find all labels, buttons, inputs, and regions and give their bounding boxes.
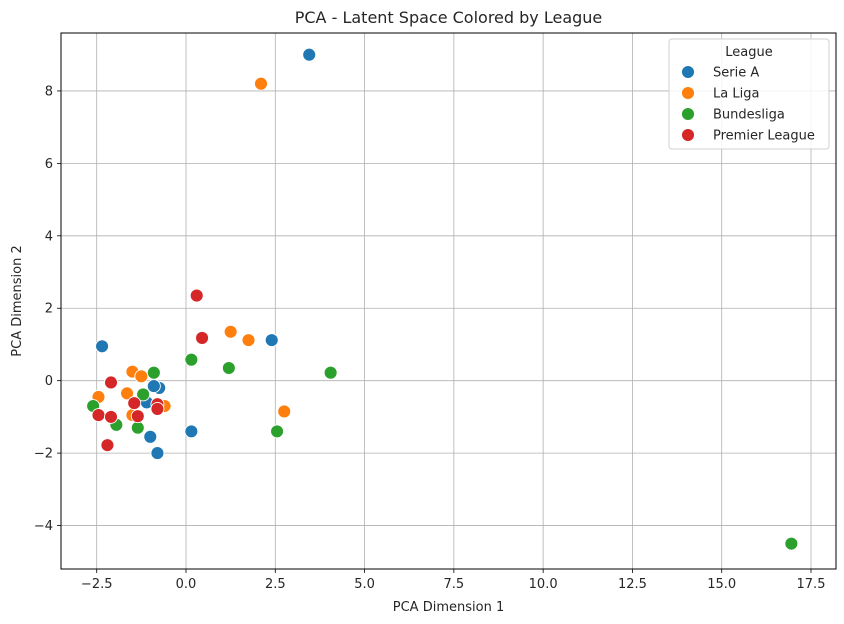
legend-box: [668, 38, 830, 150]
legend-marker-premier-league: [681, 128, 695, 142]
point-bundesliga: [784, 536, 799, 551]
point-bundesliga: [146, 365, 161, 380]
point-la-liga: [254, 76, 268, 91]
legend-marker-la-liga: [681, 86, 695, 100]
plot-frame: [60, 32, 837, 570]
legend-label-serie-a: Serie A: [713, 66, 759, 81]
point-la-liga: [223, 324, 238, 339]
point-bundesliga: [130, 420, 145, 435]
x-tick-label: 0.0: [176, 577, 197, 592]
legend-title: League: [725, 45, 772, 60]
point-premier-league: [189, 288, 204, 303]
point-bundesliga: [323, 365, 338, 380]
point-la-liga: [277, 404, 292, 419]
point-premier-league: [91, 408, 106, 423]
point-premier-league: [127, 396, 142, 411]
x-tick-label: 5.0: [354, 577, 375, 592]
legend-label-premier-league: Premier League: [713, 129, 815, 144]
point-premier-league: [130, 409, 145, 424]
x-tick-label: 2.5: [265, 577, 286, 592]
point-bundesliga: [270, 424, 285, 439]
point-bundesliga: [221, 361, 236, 375]
y-axis-label: PCA Dimension 2: [10, 245, 25, 356]
point-premier-league: [195, 330, 210, 345]
x-axis-label: PCA Dimension 1: [393, 600, 504, 615]
point-serie-a: [184, 424, 199, 439]
chart-title: PCA - Latent Space Colored by League: [295, 8, 603, 27]
point-bundesliga: [184, 352, 199, 367]
point-serie-a: [150, 446, 165, 461]
y-tick-label: 8: [45, 84, 53, 99]
x-tick-label: 10.0: [529, 577, 558, 592]
data-points: [86, 47, 799, 551]
y-tick-label: 4: [45, 229, 53, 244]
x-tick-label: −2.5: [81, 577, 113, 592]
point-serie-a: [146, 379, 161, 394]
point-la-liga: [134, 369, 149, 384]
legend-marker-serie-a: [681, 65, 695, 79]
point-premier-league: [104, 409, 118, 424]
legend: League Serie A La Liga Bundesliga Premier Le…: [668, 38, 830, 150]
point-serie-a: [302, 47, 317, 62]
legend-label-bundesliga: Bundesliga: [713, 108, 785, 123]
y-tick-label: 6: [45, 157, 53, 172]
point-serie-a: [143, 429, 158, 444]
point-la-liga: [241, 333, 256, 348]
point-serie-a: [264, 333, 279, 348]
legend-marker-bundesliga: [681, 107, 695, 121]
point-la-liga: [120, 386, 135, 401]
y-tick-label: −4: [34, 519, 53, 534]
axis-ticks: −2.5 0.0 2.5 5.0 7.5 10.0 12.5 15.0 17.5 −4 −2 0 2 4 6…: [34, 84, 826, 592]
legend-label-la-liga: La Liga: [713, 87, 759, 102]
y-tick-label: 2: [45, 302, 53, 317]
x-tick-label: 17.5: [797, 577, 826, 592]
point-bundesliga: [136, 387, 151, 402]
x-tick-label: 7.5: [444, 577, 465, 592]
x-tick-label: 15.0: [707, 577, 736, 592]
x-tick-label: 12.5: [618, 577, 647, 592]
point-premier-league: [150, 401, 165, 416]
point-serie-a: [95, 339, 110, 354]
y-tick-label: −2: [34, 447, 53, 462]
grid-lines: [61, 33, 836, 569]
y-tick-label: 0: [45, 374, 53, 389]
point-premier-league: [100, 438, 115, 453]
point-premier-league: [104, 375, 118, 390]
